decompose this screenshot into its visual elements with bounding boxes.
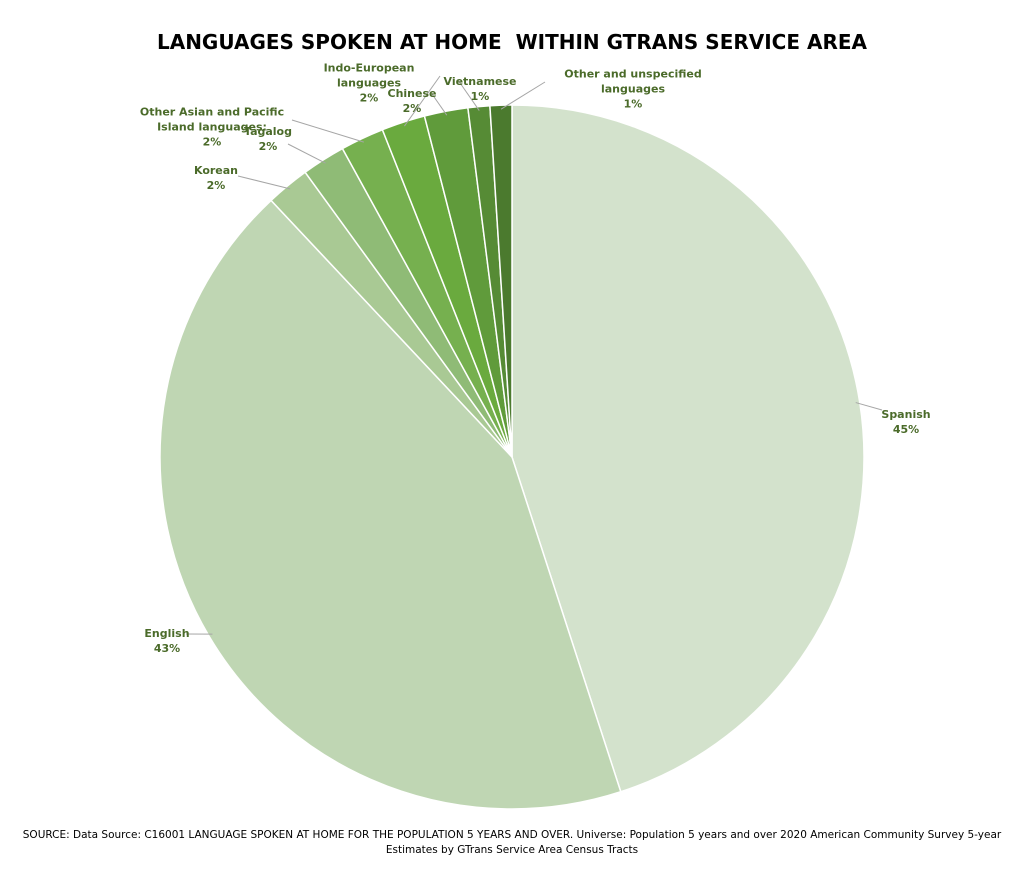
label-value: 1% <box>470 90 490 103</box>
leader-line <box>500 81 546 110</box>
label-value: 2% <box>258 140 278 153</box>
pie-slice <box>489 104 513 458</box>
leader-line <box>855 402 883 411</box>
label-name: Other and unspecified languages <box>564 67 702 96</box>
leader-line <box>431 93 448 116</box>
label-name: Indo-European languages <box>323 61 415 90</box>
label-name: Other Asian and Pacific Island languages… <box>139 105 285 134</box>
label-value: 45% <box>892 423 920 436</box>
data-label: Other Asian and Pacific Island languages… <box>127 105 297 150</box>
label-value: 2% <box>402 102 422 115</box>
leader-line <box>237 175 291 190</box>
leader-line <box>404 75 441 127</box>
pie-slice <box>159 199 622 810</box>
label-value: 1% <box>623 97 643 111</box>
leader-line <box>287 143 326 164</box>
data-label: English 43% <box>127 626 207 656</box>
label-name: English <box>144 627 190 640</box>
leader-line <box>291 119 364 143</box>
data-label: Other and unspecified languages 1% <box>533 67 733 112</box>
label-value: 2% <box>206 179 226 192</box>
label-value: 2% <box>359 91 379 105</box>
label-value: 2% <box>202 135 222 149</box>
chart-title: LANGUAGES SPOKEN AT HOME WITHIN GTRANS S… <box>156 30 868 54</box>
data-label: Vietnamese 1% <box>440 74 520 104</box>
source-note: SOURCE: Data Source: C16001 LANGUAGE SPO… <box>22 829 1002 856</box>
label-value: 43% <box>153 642 181 655</box>
data-label: Tagalog 2% <box>228 124 308 154</box>
label-name: Chinese <box>387 87 437 100</box>
data-label: Korean 2% <box>176 163 256 193</box>
pie-slice <box>511 104 865 793</box>
label-name: Vietnamese <box>443 75 517 88</box>
label-name: Spanish <box>881 408 931 421</box>
data-label: Indo-European languages 2% <box>294 61 444 106</box>
data-label: Chinese 2% <box>382 86 442 116</box>
label-name: Korean <box>193 164 239 177</box>
leader-line <box>457 79 480 111</box>
data-label: Spanish 45% <box>866 407 946 437</box>
label-name: Tagalog <box>243 125 292 138</box>
